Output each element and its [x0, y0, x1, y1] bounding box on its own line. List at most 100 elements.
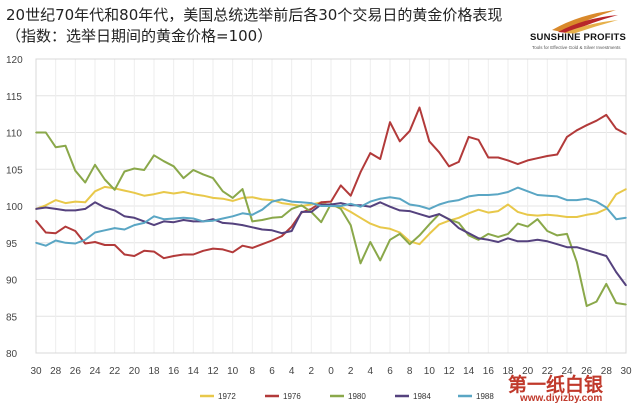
data-point	[359, 216, 362, 219]
data-point	[566, 136, 568, 138]
data-point	[458, 222, 460, 224]
data-point	[281, 202, 283, 204]
data-point	[153, 154, 155, 157]
legend-label: 1984	[413, 392, 431, 401]
data-point	[379, 259, 381, 262]
data-point	[615, 193, 617, 196]
data-point	[477, 208, 480, 211]
data-point	[340, 205, 342, 207]
data-point	[595, 119, 598, 122]
y-axis-ticks: 80 85 90 95 100 105 110 115 120	[6, 55, 23, 360]
data-point	[556, 195, 558, 198]
x-tick-label: 22	[542, 366, 554, 377]
data-point	[94, 231, 96, 234]
data-point	[192, 220, 195, 223]
data-point	[212, 197, 214, 199]
data-point	[369, 205, 372, 208]
data-point	[74, 169, 77, 172]
data-point	[546, 240, 549, 243]
data-point	[104, 206, 106, 209]
data-point	[349, 224, 352, 226]
legend-item-1988: 1988	[458, 392, 494, 401]
data-point	[123, 253, 126, 256]
legend-label: 1972	[218, 392, 236, 401]
data-point	[261, 243, 263, 246]
x-tick-label: 2	[348, 366, 354, 377]
data-point	[104, 244, 106, 246]
data-point	[625, 303, 627, 306]
data-point	[428, 233, 431, 235]
data-point	[143, 222, 145, 224]
data-point	[408, 240, 411, 243]
x-tick-label: 12	[443, 366, 455, 377]
data-point	[585, 197, 588, 200]
data-point	[202, 173, 204, 176]
data-point	[251, 196, 254, 198]
data-point	[566, 216, 568, 218]
data-point	[143, 169, 145, 171]
data-point	[320, 205, 322, 207]
data-point	[556, 234, 558, 237]
x-tick-label: 28	[50, 366, 62, 377]
data-point	[526, 214, 529, 216]
data-point	[526, 225, 529, 228]
data-point	[497, 193, 499, 196]
data-point	[35, 241, 37, 244]
data-point	[133, 167, 136, 170]
data-point	[526, 159, 529, 162]
data-point	[84, 181, 86, 184]
data-point	[84, 208, 86, 210]
data-point	[261, 219, 263, 221]
y-tick-label: 95	[6, 239, 18, 250]
data-point	[517, 240, 519, 243]
data-point	[408, 203, 411, 206]
data-point	[320, 201, 322, 204]
x-tick-label: 24	[561, 366, 573, 377]
data-point	[359, 171, 362, 173]
chart-legend: 1972 1976 1980 1984 1988	[200, 392, 494, 401]
data-point	[605, 255, 608, 257]
chart-grid	[35, 58, 627, 354]
data-point	[585, 214, 588, 216]
data-point	[133, 224, 136, 226]
data-point	[113, 244, 116, 246]
series-lines	[35, 106, 627, 307]
legend-item-1976: 1976	[265, 392, 301, 401]
data-point	[389, 227, 391, 230]
data-point	[241, 212, 244, 215]
data-point	[202, 220, 204, 223]
data-point	[45, 244, 47, 247]
data-point	[379, 158, 381, 160]
data-point	[399, 231, 401, 234]
data-point	[467, 232, 470, 234]
data-point	[133, 191, 136, 194]
x-tick-label: 16	[168, 366, 180, 377]
data-point	[507, 203, 509, 206]
data-point	[389, 121, 391, 124]
data-point	[340, 202, 342, 204]
x-tick-label: 8	[407, 366, 413, 377]
data-point	[477, 139, 480, 141]
y-tick-label: 105	[6, 165, 23, 176]
data-point	[467, 136, 470, 138]
data-point	[271, 229, 273, 232]
data-point	[605, 114, 608, 116]
data-point	[517, 211, 519, 213]
data-point	[369, 241, 372, 243]
y-tick-label: 115	[6, 92, 22, 103]
data-point	[438, 213, 440, 215]
legend-label: 1976	[283, 392, 301, 401]
data-point	[123, 228, 126, 231]
data-point	[458, 216, 460, 219]
data-point	[546, 230, 549, 232]
data-point	[123, 170, 126, 173]
data-point	[143, 250, 145, 252]
data-point	[182, 219, 185, 221]
data-point	[369, 200, 372, 203]
x-tick-label: 28	[601, 366, 613, 377]
data-point	[625, 133, 627, 135]
data-point	[448, 218, 450, 221]
data-point	[271, 200, 273, 203]
data-point	[54, 146, 57, 148]
data-point	[172, 165, 175, 168]
